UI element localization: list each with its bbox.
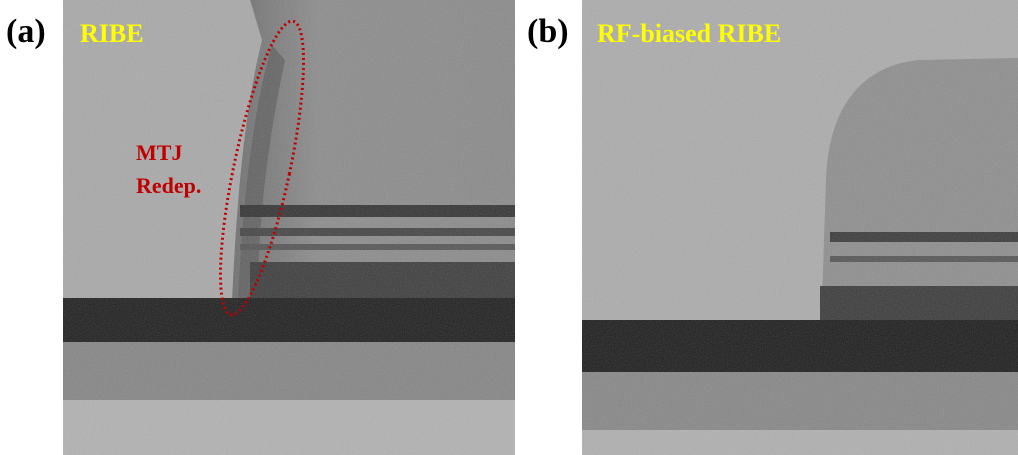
figure: (a) RIBE MTJ Redep. (b) RF-biased RIBE bbox=[0, 0, 1018, 455]
annotation: Redep. bbox=[136, 173, 201, 198]
panel-b-image bbox=[582, 0, 1018, 455]
page: (a) RIBE MTJ Redep. (b) RF-biased RIBE (… bbox=[0, 0, 1018, 455]
panel-title: RF-biased RIBE bbox=[597, 19, 781, 48]
panel-a-image bbox=[63, 0, 515, 455]
panel-label: (a) bbox=[6, 13, 46, 50]
annotation: MTJ bbox=[136, 140, 182, 165]
panel-title: RIBE bbox=[80, 19, 144, 48]
panel-label: (b) bbox=[527, 13, 569, 50]
